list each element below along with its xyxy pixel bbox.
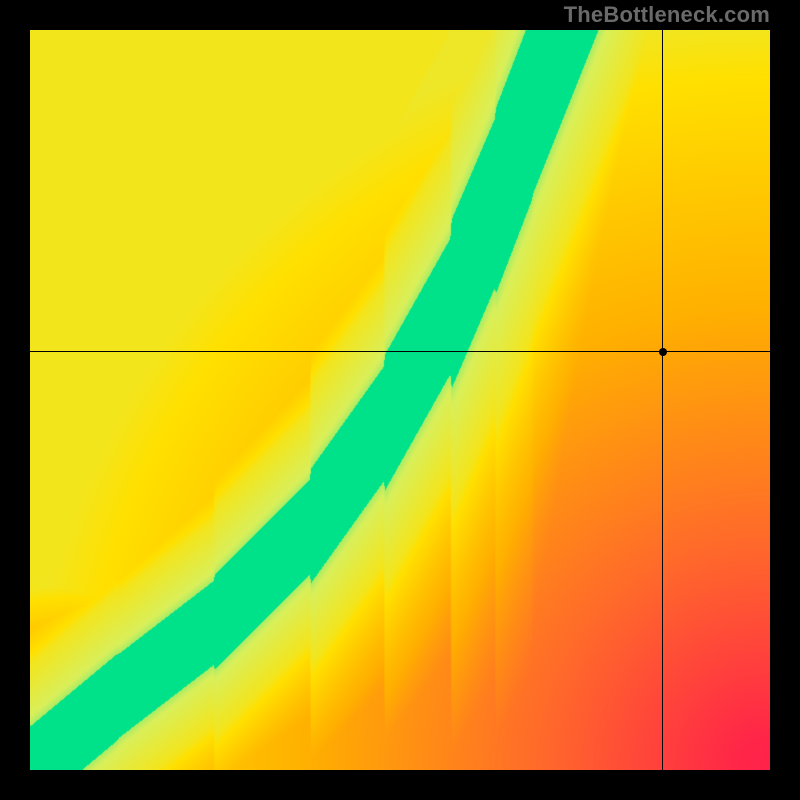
figure-container: TheBottleneck.com xyxy=(0,0,800,800)
heatmap-canvas xyxy=(30,30,770,770)
watermark-text: TheBottleneck.com xyxy=(564,2,770,28)
crosshair-marker xyxy=(659,348,667,356)
crosshair-vertical xyxy=(662,30,663,770)
plot-area xyxy=(30,30,770,770)
